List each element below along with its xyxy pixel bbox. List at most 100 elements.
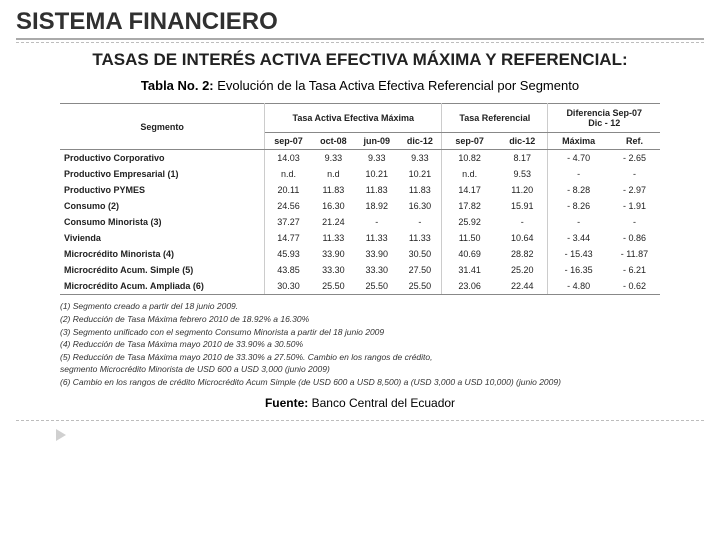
- cell-value: 17.82: [442, 198, 497, 214]
- cell-segmento: Microcrédito Acum. Simple (5): [60, 262, 265, 278]
- cell-value: - 1.91: [609, 198, 660, 214]
- cell-value: - 15.43: [548, 246, 609, 262]
- sub-6: Máxima: [548, 133, 609, 150]
- col-ref: Tasa Referencial: [442, 104, 548, 133]
- cell-value: 9.33: [398, 150, 441, 167]
- cell-value: 14.17: [442, 182, 497, 198]
- cell-segmento: Productivo PYMES: [60, 182, 265, 198]
- cell-value: n.d: [312, 166, 355, 182]
- cell-segmento: Productivo Empresarial (1): [60, 166, 265, 182]
- cell-value: 16.30: [398, 198, 441, 214]
- cell-value: 16.30: [312, 198, 355, 214]
- cell-value: - 4.70: [548, 150, 609, 167]
- note-line: (2) Reducción de Tasa Máxima febrero 201…: [60, 314, 660, 325]
- cell-value: 33.90: [355, 246, 398, 262]
- cell-value: -: [548, 166, 609, 182]
- note-line: (6) Cambio en los rangos de crédito Micr…: [60, 377, 660, 388]
- cell-value: 23.06: [442, 278, 497, 295]
- source-line: Fuente: Banco Central del Ecuador: [16, 396, 704, 410]
- cell-value: - 2.65: [609, 150, 660, 167]
- cell-value: - 2.97: [609, 182, 660, 198]
- cell-value: - 16.35: [548, 262, 609, 278]
- col-diff: Diferencia Sep-07Dic - 12: [548, 104, 660, 133]
- col-max: Tasa Activa Efectiva Máxima: [265, 104, 442, 133]
- cell-value: 11.33: [312, 230, 355, 246]
- cell-value: 27.50: [398, 262, 441, 278]
- table-row: Consumo Minorista (3)37.2721.24--25.92--…: [60, 214, 660, 230]
- cell-value: -: [609, 214, 660, 230]
- cell-value: - 0.86: [609, 230, 660, 246]
- cell-value: 9.53: [497, 166, 548, 182]
- cell-value: 22.44: [497, 278, 548, 295]
- table-row: Productivo PYMES20.1111.8311.8311.8314.1…: [60, 182, 660, 198]
- cell-value: n.d.: [442, 166, 497, 182]
- cell-value: 25.92: [442, 214, 497, 230]
- rates-table: Segmento Tasa Activa Efectiva Máxima Tas…: [60, 103, 660, 295]
- cell-value: - 6.21: [609, 262, 660, 278]
- source-bold: Fuente:: [265, 396, 308, 410]
- cell-segmento: Microcrédito Acum. Ampliada (6): [60, 278, 265, 295]
- cell-value: - 0.62: [609, 278, 660, 295]
- cell-value: - 3.44: [548, 230, 609, 246]
- table-title: Tabla No. 2: Evolución de la Tasa Activa…: [16, 78, 704, 93]
- cell-value: 11.50: [442, 230, 497, 246]
- cell-value: 24.56: [265, 198, 312, 214]
- sub-2: jun-09: [355, 133, 398, 150]
- cell-segmento: Consumo (2): [60, 198, 265, 214]
- cell-value: 25.50: [398, 278, 441, 295]
- cell-value: 21.24: [312, 214, 355, 230]
- cell-value: -: [609, 166, 660, 182]
- cell-value: 28.82: [497, 246, 548, 262]
- slide-marker-icon: [56, 429, 66, 441]
- cell-value: 14.03: [265, 150, 312, 167]
- note-line: (4) Reducción de Tasa Máxima mayo 2010 d…: [60, 339, 660, 350]
- cell-segmento: Productivo Corporativo: [60, 150, 265, 167]
- cell-value: -: [355, 214, 398, 230]
- table-row: Microcrédito Acum. Ampliada (6)30.3025.5…: [60, 278, 660, 295]
- cell-value: 9.33: [355, 150, 398, 167]
- cell-value: 11.83: [398, 182, 441, 198]
- cell-value: 15.91: [497, 198, 548, 214]
- cell-value: 25.50: [355, 278, 398, 295]
- cell-value: 10.21: [355, 166, 398, 182]
- cell-value: 10.82: [442, 150, 497, 167]
- cell-value: -: [398, 214, 441, 230]
- table-title-rest: Evolución de la Tasa Activa Efectiva Ref…: [214, 78, 579, 93]
- cell-value: 10.21: [398, 166, 441, 182]
- cell-segmento: Consumo Minorista (3): [60, 214, 265, 230]
- col-segmento: Segmento: [60, 104, 265, 150]
- cell-value: 30.30: [265, 278, 312, 295]
- cell-value: 11.33: [398, 230, 441, 246]
- table-notes: (1) Segmento creado a partir del 18 juni…: [60, 301, 660, 387]
- cell-value: 37.27: [265, 214, 312, 230]
- table-row: Vivienda14.7711.3311.3311.3311.5010.64- …: [60, 230, 660, 246]
- note-line: segmento Microcrédito Minorista de USD 6…: [60, 364, 660, 375]
- cell-value: 43.85: [265, 262, 312, 278]
- cell-value: 25.50: [312, 278, 355, 295]
- cell-value: 10.64: [497, 230, 548, 246]
- cell-value: 8.17: [497, 150, 548, 167]
- cell-segmento: Vivienda: [60, 230, 265, 246]
- dashed-divider-bottom: [16, 420, 704, 421]
- main-title: SISTEMA FINANCIERO: [16, 8, 704, 40]
- table-title-bold: Tabla No. 2:: [141, 78, 214, 93]
- cell-value: 31.41: [442, 262, 497, 278]
- cell-value: 30.50: [398, 246, 441, 262]
- cell-value: 11.83: [355, 182, 398, 198]
- source-rest: Banco Central del Ecuador: [308, 396, 455, 410]
- note-line: (3) Segmento unificado con el segmento C…: [60, 327, 660, 338]
- table-row: Microcrédito Minorista (4)45.9333.9033.9…: [60, 246, 660, 262]
- cell-value: 33.90: [312, 246, 355, 262]
- subtitle: TASAS DE INTERÉS ACTIVA EFECTIVA MÁXIMA …: [80, 49, 640, 70]
- sub-0: sep-07: [265, 133, 312, 150]
- cell-value: 11.20: [497, 182, 548, 198]
- cell-value: - 4.80: [548, 278, 609, 295]
- cell-value: 33.30: [355, 262, 398, 278]
- table-row: Consumo (2)24.5616.3018.9216.3017.8215.9…: [60, 198, 660, 214]
- cell-value: -: [548, 214, 609, 230]
- cell-value: 33.30: [312, 262, 355, 278]
- cell-value: -: [497, 214, 548, 230]
- cell-segmento: Microcrédito Minorista (4): [60, 246, 265, 262]
- cell-value: 11.33: [355, 230, 398, 246]
- cell-value: 18.92: [355, 198, 398, 214]
